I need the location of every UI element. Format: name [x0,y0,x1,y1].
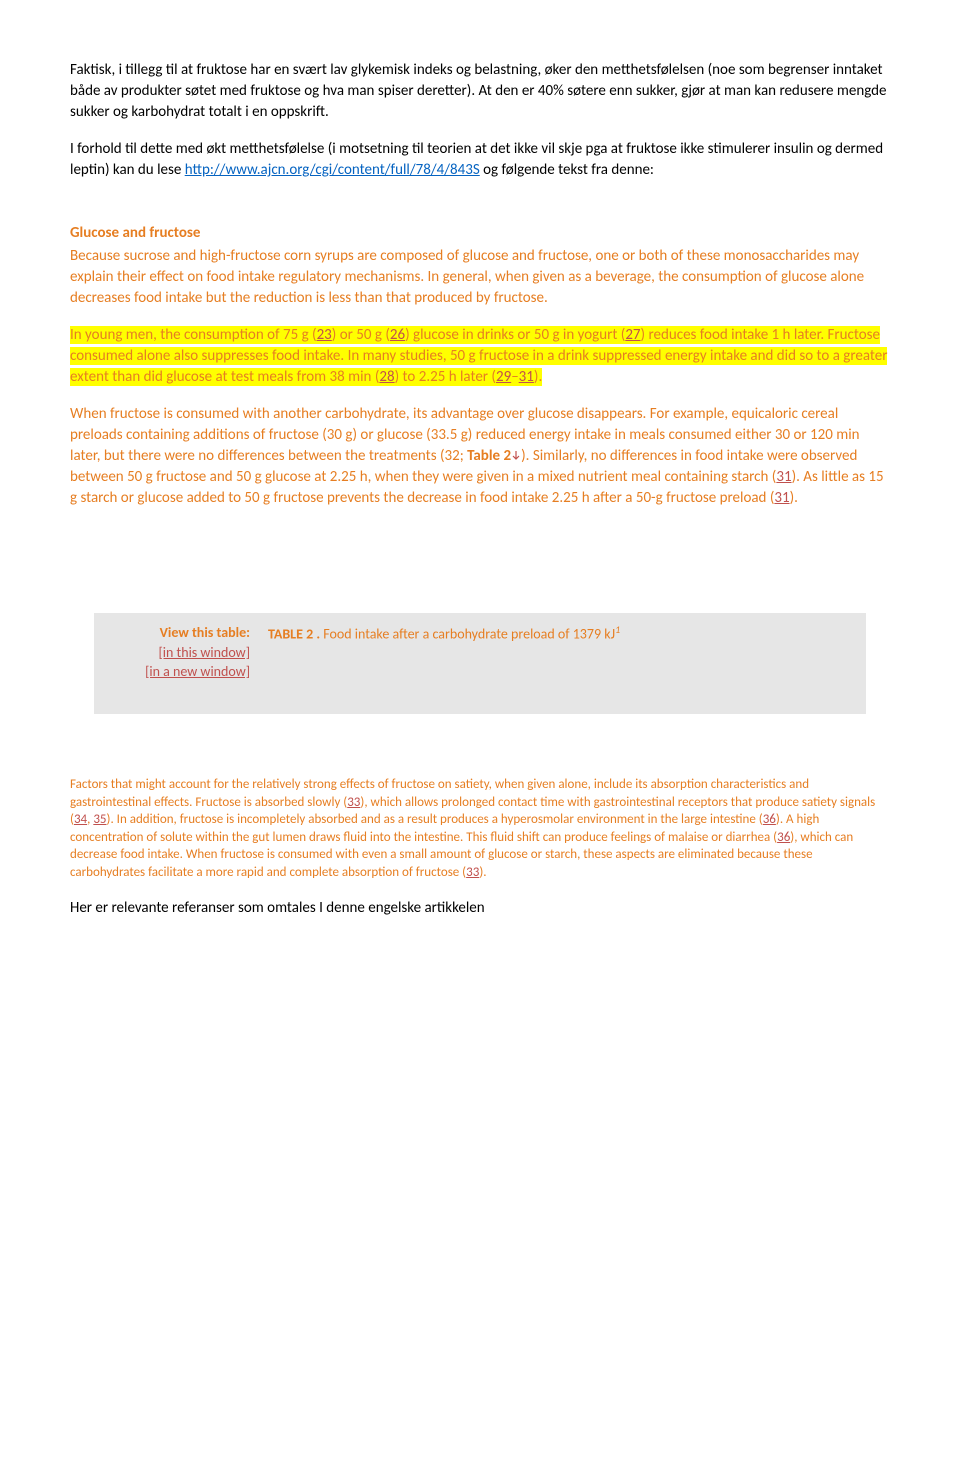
ref-31b[interactable]: 31 [776,468,791,486]
table-right-column: TABLE 2 . Food intake after a carbohydra… [256,613,866,714]
anchor-down-icon [511,451,521,461]
table-left-column: View this table: [in this window] [in a … [94,613,256,714]
ref-34[interactable]: 34 [74,812,87,827]
ref-31c[interactable]: 31 [774,489,789,507]
table-body-placeholder [268,644,854,704]
gf-p2-a: In young men, the consumption of 75 g ( [70,326,317,344]
in-this-window-link[interactable]: [in this window] [100,643,250,663]
view-this-table-label: View this table: [100,623,250,643]
ref-28[interactable]: 28 [379,368,394,386]
table2-inline-label: Table 2 [467,447,511,465]
factors-f: ). [479,865,486,880]
intro-paragraph-1: Faktisk, i tillegg til at fruktose har e… [70,60,890,123]
ref-31a[interactable]: 31 [519,368,534,386]
intro-paragraph-2: I forhold til dette med økt metthetsføle… [70,139,890,181]
ref-33a[interactable]: 33 [347,795,360,810]
ajcn-link[interactable]: http://www.ajcn.org/cgi/content/full/78/… [185,161,480,179]
gf-paragraph-1: Because sucrose and high-fructose corn s… [70,246,890,309]
glucose-fructose-heading: Glucose and fructose [70,223,890,244]
table-2-superscript: 1 [615,623,620,636]
spacer-3 [70,551,890,577]
ref-29[interactable]: 29 [496,368,511,386]
gf-p2-f: ) to 2.25 h later ( [395,368,496,386]
ref-23[interactable]: 23 [317,326,332,344]
gf-p2-g: ). [534,368,542,386]
dash: – [511,368,518,386]
ref-27[interactable]: 27 [625,326,640,344]
table-2-box: View this table: [in this window] [in a … [94,613,866,714]
table-2-title-text: Food intake after a carbohydrate preload… [320,626,615,643]
factors-c: ). In addition, fructose is incompletely… [107,812,763,827]
spacer [70,197,890,223]
table-2-title-label: TABLE 2 . [268,626,320,643]
gf-paragraph-2: In young men, the consumption of 75 g (2… [70,325,890,388]
ref-33b[interactable]: 33 [466,865,479,880]
ref-35[interactable]: 35 [93,812,106,827]
gf-p2-c: ) glucose in drinks or 50 g in yogurt ( [405,326,625,344]
spacer-4 [70,750,890,776]
gf-paragraph-3: When fructose is consumed with another c… [70,404,890,509]
gf-p3-d: ). [790,489,798,507]
in-new-window-link[interactable]: [in a new window] [100,662,250,682]
spacer-2 [70,525,890,551]
ref-26[interactable]: 26 [390,326,405,344]
factors-paragraph: Factors that might account for the relat… [70,776,890,881]
gf-p2-b: ) or 50 g ( [332,326,390,344]
ref-36b[interactable]: 36 [777,830,790,845]
final-paragraph: Her er relevante referanser som omtales … [70,898,890,919]
para2-text-b: og følgende tekst fra denne: [480,161,654,179]
ref-36a[interactable]: 36 [763,812,776,827]
